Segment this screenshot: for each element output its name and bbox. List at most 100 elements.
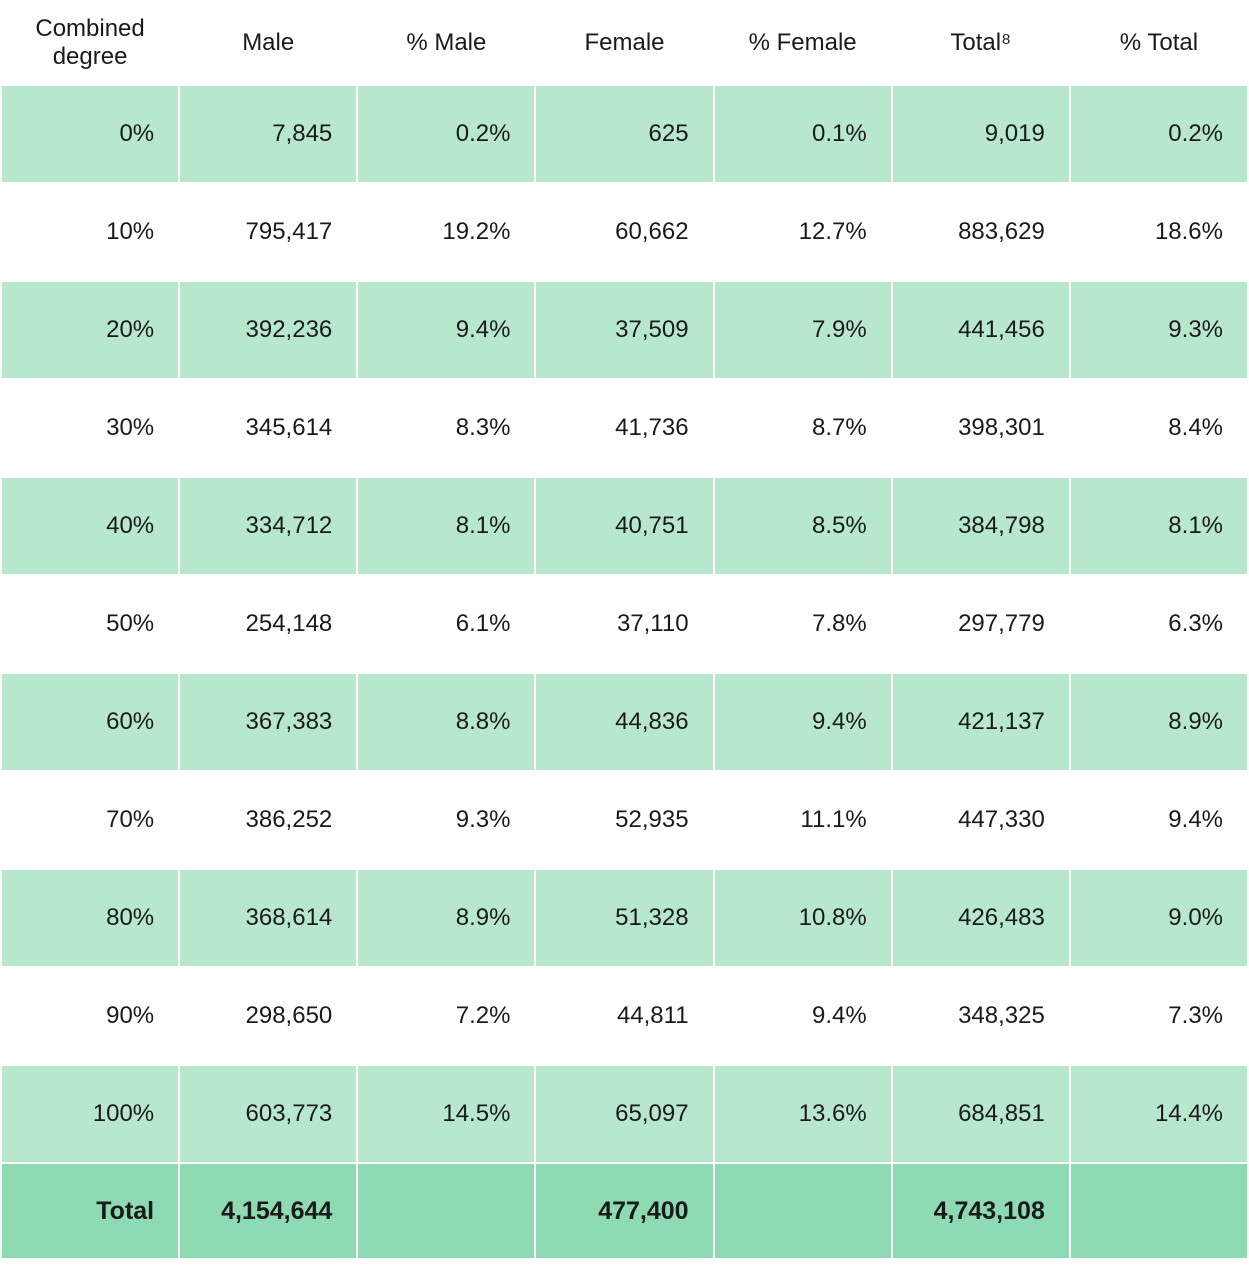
col-header-pct-total: % Total: [1070, 1, 1248, 85]
cell: 441,456: [892, 281, 1070, 379]
cell: 90%: [1, 967, 179, 1065]
footer-blank: [714, 1163, 892, 1259]
cell: 0.2%: [357, 85, 535, 183]
cell: 80%: [1, 869, 179, 967]
cell: 348,325: [892, 967, 1070, 1065]
data-table: Combined degree Male % Male Female % Fem…: [0, 0, 1249, 1260]
cell: 60,662: [535, 183, 713, 281]
cell: 7,845: [179, 85, 357, 183]
footer-grand-total: 4,743,108: [892, 1163, 1070, 1259]
cell: 625: [535, 85, 713, 183]
footer-label: Total: [1, 1163, 179, 1259]
cell: 37,509: [535, 281, 713, 379]
cell: 8.1%: [357, 477, 535, 575]
table-row: 10% 795,417 19.2% 60,662 12.7% 883,629 1…: [1, 183, 1248, 281]
cell: 0.1%: [714, 85, 892, 183]
cell: 13.6%: [714, 1065, 892, 1163]
cell: 298,650: [179, 967, 357, 1065]
cell: 384,798: [892, 477, 1070, 575]
cell: 8.7%: [714, 379, 892, 477]
table-row: 40% 334,712 8.1% 40,751 8.5% 384,798 8.1…: [1, 477, 1248, 575]
cell: 426,483: [892, 869, 1070, 967]
cell: 9.4%: [714, 967, 892, 1065]
table-header: Combined degree Male % Male Female % Fem…: [1, 1, 1248, 85]
cell: 10%: [1, 183, 179, 281]
cell: 19.2%: [357, 183, 535, 281]
table-row: 100% 603,773 14.5% 65,097 13.6% 684,851 …: [1, 1065, 1248, 1163]
col-header-pct-female: % Female: [714, 1, 892, 85]
cell: 51,328: [535, 869, 713, 967]
cell: 297,779: [892, 575, 1070, 673]
cell: 14.4%: [1070, 1065, 1248, 1163]
cell: 6.3%: [1070, 575, 1248, 673]
cell: 8.5%: [714, 477, 892, 575]
cell: 7.2%: [357, 967, 535, 1065]
footer-blank: [357, 1163, 535, 1259]
cell: 8.8%: [357, 673, 535, 771]
col-header-pct-male: % Male: [357, 1, 535, 85]
cell: 603,773: [179, 1065, 357, 1163]
cell: 0%: [1, 85, 179, 183]
table-body: 0% 7,845 0.2% 625 0.1% 9,019 0.2% 10% 79…: [1, 85, 1248, 1163]
cell: 6.1%: [357, 575, 535, 673]
footer-row: Total 4,154,644 477,400 4,743,108: [1, 1163, 1248, 1259]
cell: 50%: [1, 575, 179, 673]
cell: 8.9%: [1070, 673, 1248, 771]
cell: 10.8%: [714, 869, 892, 967]
col-header-female: Female: [535, 1, 713, 85]
cell: 254,148: [179, 575, 357, 673]
cell: 368,614: [179, 869, 357, 967]
footer-female-total: 477,400: [535, 1163, 713, 1259]
cell: 60%: [1, 673, 179, 771]
table-row: 20% 392,236 9.4% 37,509 7.9% 441,456 9.3…: [1, 281, 1248, 379]
header-row: Combined degree Male % Male Female % Fem…: [1, 1, 1248, 85]
cell: 9.4%: [714, 673, 892, 771]
col-header-combined-degree: Combined degree: [1, 1, 179, 85]
cell: 20%: [1, 281, 179, 379]
cell: 52,935: [535, 771, 713, 869]
cell: 44,836: [535, 673, 713, 771]
cell: 367,383: [179, 673, 357, 771]
col-header-male: Male: [179, 1, 357, 85]
cell: 40,751: [535, 477, 713, 575]
cell: 18.6%: [1070, 183, 1248, 281]
cell: 7.9%: [714, 281, 892, 379]
cell: 11.1%: [714, 771, 892, 869]
cell: 386,252: [179, 771, 357, 869]
cell: 65,097: [535, 1065, 713, 1163]
table-row: 0% 7,845 0.2% 625 0.1% 9,019 0.2%: [1, 85, 1248, 183]
cell: 684,851: [892, 1065, 1070, 1163]
cell: 40%: [1, 477, 179, 575]
cell: 334,712: [179, 477, 357, 575]
cell: 447,330: [892, 771, 1070, 869]
table-row: 30% 345,614 8.3% 41,736 8.7% 398,301 8.4…: [1, 379, 1248, 477]
cell: 100%: [1, 1065, 179, 1163]
col-header-total: Total⁸: [892, 1, 1070, 85]
table-row: 50% 254,148 6.1% 37,110 7.8% 297,779 6.3…: [1, 575, 1248, 673]
table-row: 70% 386,252 9.3% 52,935 11.1% 447,330 9.…: [1, 771, 1248, 869]
cell: 345,614: [179, 379, 357, 477]
cell: 9.3%: [1070, 281, 1248, 379]
cell: 37,110: [535, 575, 713, 673]
table-row: 80% 368,614 8.9% 51,328 10.8% 426,483 9.…: [1, 869, 1248, 967]
cell: 8.1%: [1070, 477, 1248, 575]
cell: 392,236: [179, 281, 357, 379]
cell: 8.3%: [357, 379, 535, 477]
footer-male-total: 4,154,644: [179, 1163, 357, 1259]
cell: 9.0%: [1070, 869, 1248, 967]
cell: 7.8%: [714, 575, 892, 673]
data-table-container: Combined degree Male % Male Female % Fem…: [0, 0, 1249, 1260]
cell: 421,137: [892, 673, 1070, 771]
cell: 70%: [1, 771, 179, 869]
footer-blank: [1070, 1163, 1248, 1259]
cell: 7.3%: [1070, 967, 1248, 1065]
cell: 398,301: [892, 379, 1070, 477]
table-row: 90% 298,650 7.2% 44,811 9.4% 348,325 7.3…: [1, 967, 1248, 1065]
cell: 30%: [1, 379, 179, 477]
table-row: 60% 367,383 8.8% 44,836 9.4% 421,137 8.9…: [1, 673, 1248, 771]
cell: 12.7%: [714, 183, 892, 281]
cell: 9.3%: [357, 771, 535, 869]
cell: 9.4%: [1070, 771, 1248, 869]
cell: 9.4%: [357, 281, 535, 379]
cell: 0.2%: [1070, 85, 1248, 183]
